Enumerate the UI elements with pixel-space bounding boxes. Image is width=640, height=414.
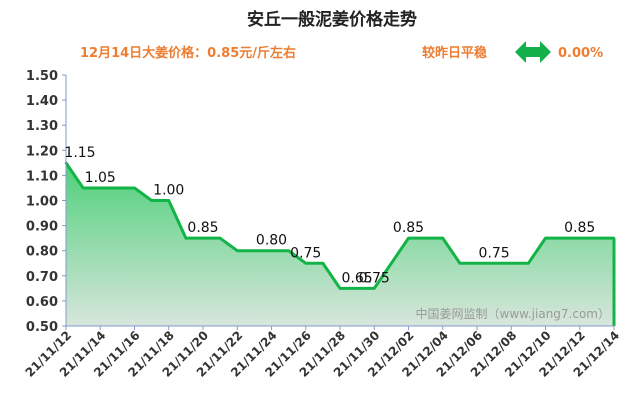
chart-title: 安丘一般泥姜价格走势 xyxy=(247,9,417,30)
data-point xyxy=(578,236,581,240)
y-tick-label: 0.80 xyxy=(26,245,58,260)
data-point xyxy=(270,249,273,252)
data-label: 0.65 xyxy=(342,270,373,286)
data-label: 0.85 xyxy=(564,220,595,236)
y-tick-label: 0.50 xyxy=(26,320,58,335)
data-point xyxy=(373,287,376,290)
status-text: 较昨日平稳 xyxy=(422,45,487,61)
data-point xyxy=(595,236,599,240)
data-point xyxy=(287,249,290,252)
data-point xyxy=(218,236,222,240)
y-tick-label: 1.50 xyxy=(26,69,58,84)
data-point xyxy=(150,199,153,202)
data-point xyxy=(510,262,513,265)
data-point xyxy=(544,236,547,240)
watermark: 中国姜网监制（www.jiang7.com） xyxy=(416,306,610,321)
data-point xyxy=(612,236,616,240)
data-point xyxy=(355,287,359,290)
y-tick-label: 0.60 xyxy=(26,295,58,310)
data-point xyxy=(304,262,307,265)
data-label: 1.05 xyxy=(85,170,116,186)
data-point xyxy=(253,249,256,252)
data-label: 0.75 xyxy=(479,245,510,261)
area-fill xyxy=(66,162,614,326)
data-point xyxy=(527,262,530,265)
price-summary: 12月14日大姜价格：0.85元/斤左右 xyxy=(80,45,296,61)
y-tick-label: 1.10 xyxy=(26,169,58,184)
y-tick-label: 0.70 xyxy=(26,270,58,285)
data-point xyxy=(167,199,170,202)
y-tick-label: 0.90 xyxy=(26,220,58,235)
data-label: 0.75 xyxy=(359,270,390,286)
y-tick-label: 1.20 xyxy=(26,144,58,159)
data-point xyxy=(201,236,205,240)
data-point xyxy=(133,186,136,190)
data-label: 0.80 xyxy=(256,233,287,249)
y-tick-label: 1.30 xyxy=(26,119,58,134)
y-tick-label: 1.00 xyxy=(26,195,58,210)
data-point xyxy=(390,262,393,265)
data-label: 1.15 xyxy=(64,145,95,161)
data-label: 1.00 xyxy=(153,183,184,199)
data-label: 0.85 xyxy=(393,220,424,236)
data-label: 0.85 xyxy=(187,220,218,236)
double-arrow-icon xyxy=(515,41,551,63)
data-point xyxy=(99,186,102,190)
data-point xyxy=(116,186,119,190)
data-point xyxy=(236,249,239,252)
y-tick-label: 1.40 xyxy=(26,94,58,109)
data-point xyxy=(81,186,85,190)
data-point xyxy=(561,236,564,240)
data-point xyxy=(441,236,444,240)
data-point xyxy=(184,236,188,240)
data-point xyxy=(458,262,462,265)
data-point xyxy=(338,287,342,290)
change-percent: 0.00% xyxy=(558,46,603,61)
data-point xyxy=(492,262,496,265)
data-point xyxy=(475,262,479,265)
data-label: 0.75 xyxy=(290,245,321,261)
data-point xyxy=(424,236,427,240)
data-point xyxy=(407,236,410,240)
data-point xyxy=(321,262,325,265)
